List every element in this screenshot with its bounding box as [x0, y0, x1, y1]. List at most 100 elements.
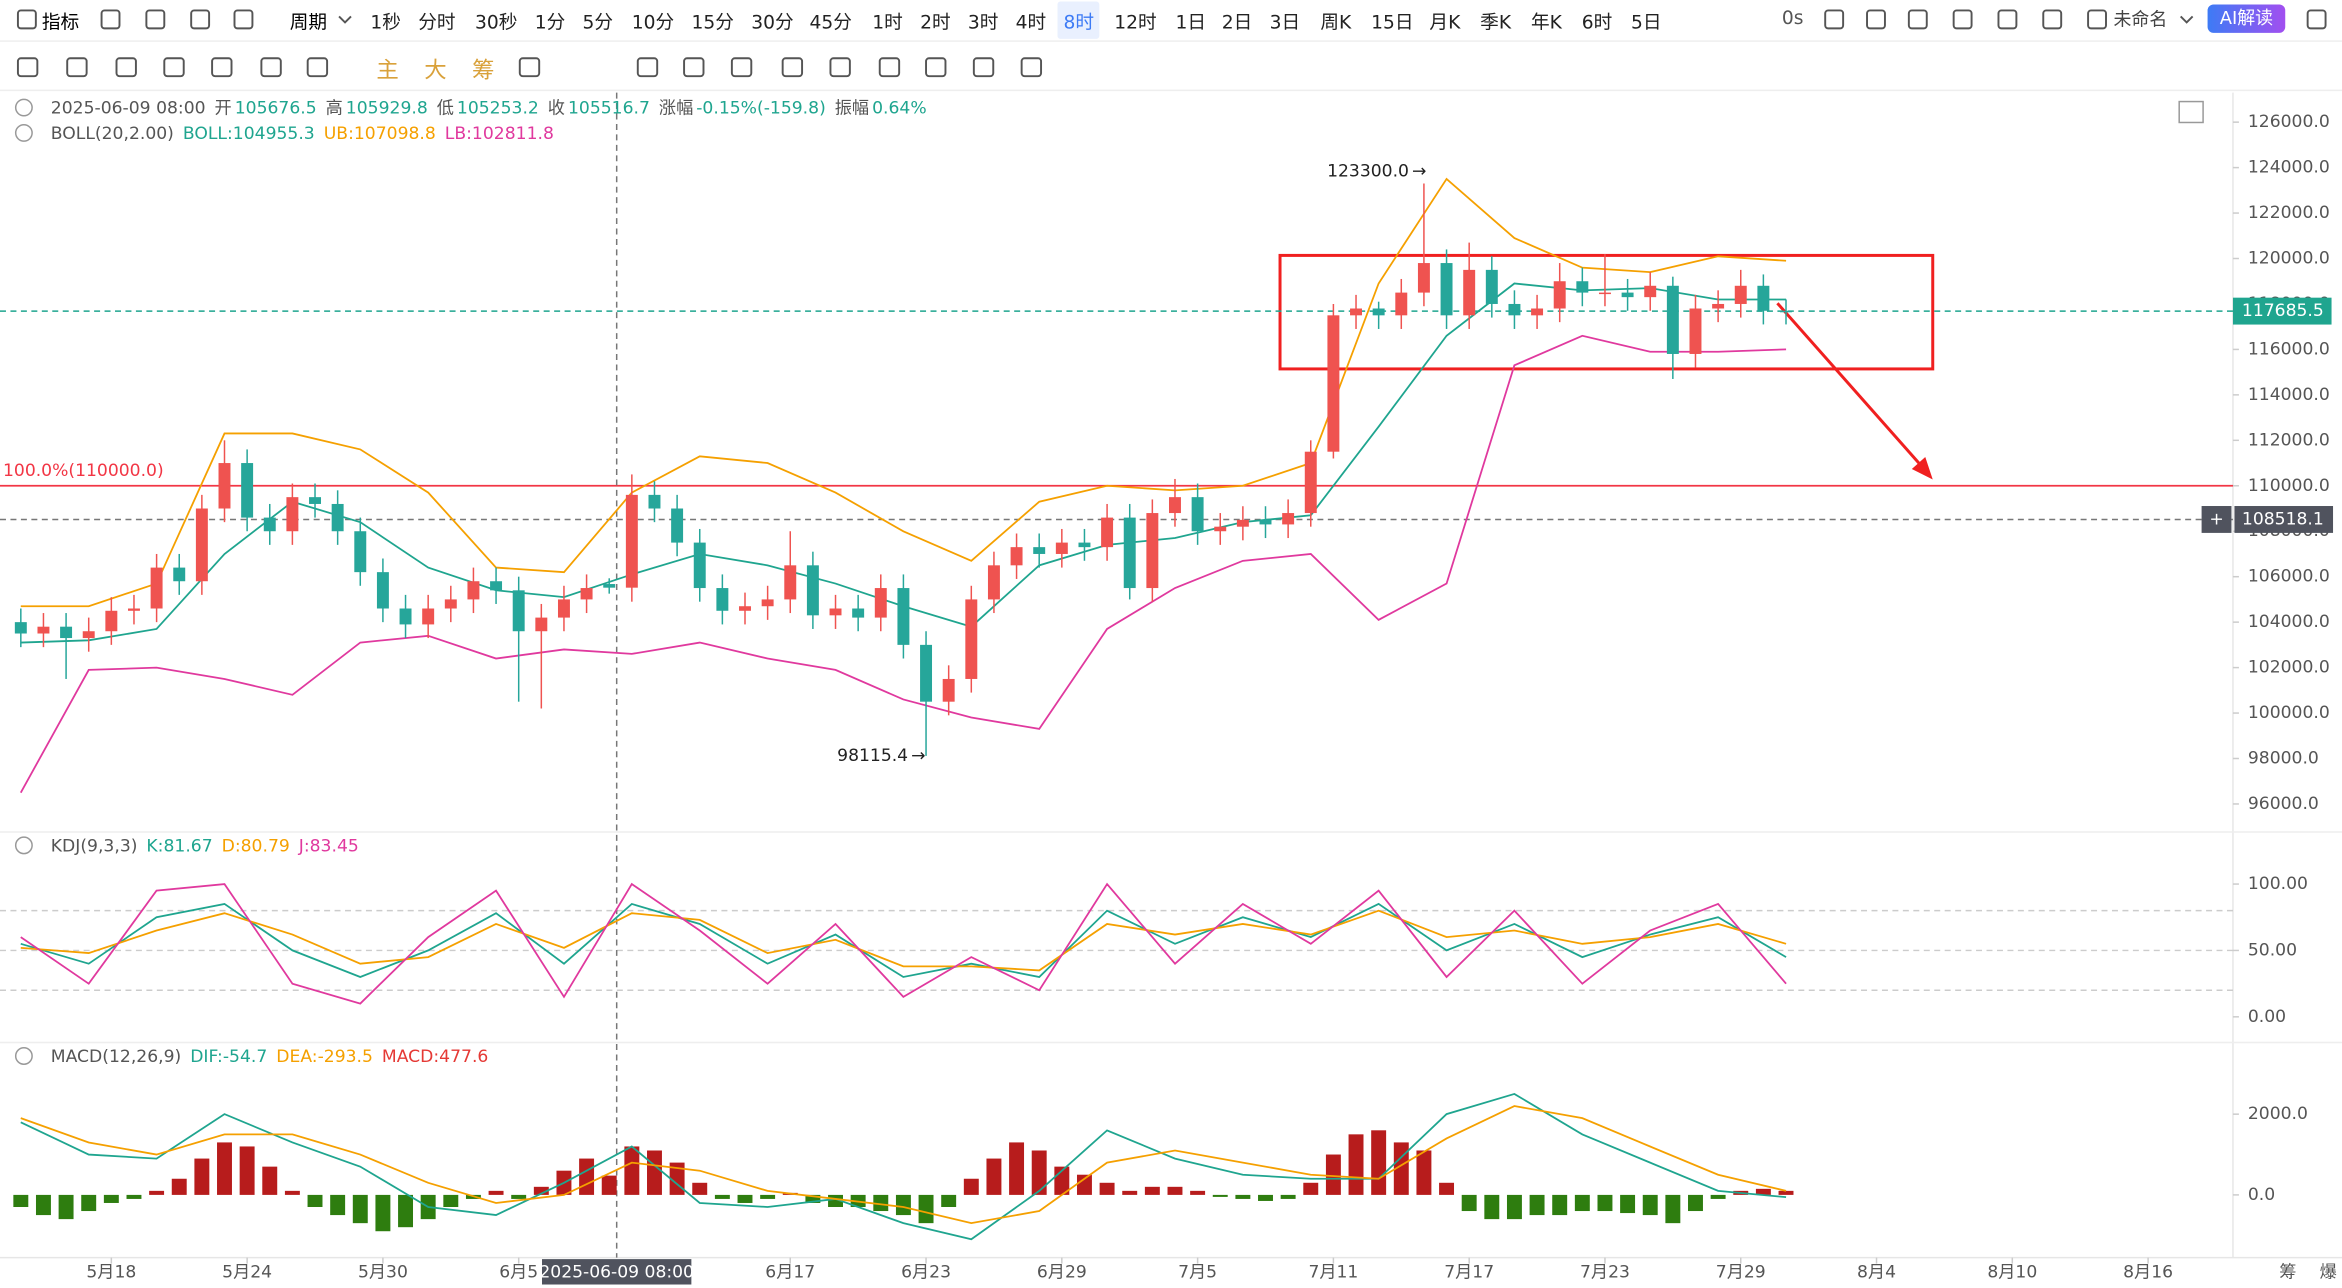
- interval-button[interactable]: 5分: [582, 10, 614, 33]
- candle-body: [671, 508, 684, 543]
- candle-body: [422, 608, 435, 625]
- interval-button[interactable]: 季K: [1480, 10, 1512, 33]
- macd-bar: [647, 1150, 662, 1195]
- interval-button[interactable]: 年K: [1530, 10, 1562, 33]
- macd-bar: [1099, 1182, 1115, 1195]
- macd-bar: [126, 1194, 142, 1199]
- indicator-name: KDJ(9,3,3): [50, 834, 138, 856]
- indicator-line: [20, 909, 1787, 972]
- x-tick-label: 6月17: [765, 1263, 815, 1283]
- candle-body: [942, 678, 955, 702]
- candle-body: [444, 599, 457, 609]
- macd-bar: [1484, 1194, 1500, 1220]
- y-tick-label: 110000.0: [2248, 476, 2330, 496]
- y-tick-label: 122000.0: [2248, 203, 2330, 223]
- interval-button[interactable]: 1时: [872, 10, 903, 33]
- y-tick-label: 114000.0: [2248, 385, 2330, 405]
- field-name: 低: [436, 97, 454, 118]
- indicator-button[interactable]: 指标: [41, 10, 80, 33]
- macd-bar: [1416, 1150, 1432, 1195]
- macd-bar: [1506, 1194, 1522, 1220]
- candle-body: [1055, 542, 1068, 554]
- period-button[interactable]: 周期: [289, 10, 328, 33]
- field-value: 105676.5: [234, 97, 317, 118]
- interval-button[interactable]: 2时: [920, 10, 951, 33]
- macd-bar: [624, 1146, 640, 1195]
- macd-bar: [737, 1194, 753, 1203]
- candle-body: [987, 565, 1000, 600]
- interval-button[interactable]: 分时: [418, 10, 456, 33]
- candle-body: [1078, 542, 1091, 548]
- interval-button[interactable]: 1秒: [370, 10, 401, 33]
- toolbar-drawing: 主大筹: [0, 45, 2342, 92]
- interval-button[interactable]: 10分: [631, 10, 675, 33]
- macd-bar: [1235, 1194, 1251, 1199]
- macd-bar: [81, 1194, 97, 1212]
- legend-item: DEA:-293.5: [276, 1045, 373, 1067]
- collapse-icon[interactable]: [14, 1047, 33, 1065]
- interval-button[interactable]: 15日: [1371, 10, 1414, 33]
- interval-button[interactable]: 30秒: [474, 10, 518, 33]
- plus-icon: +: [2209, 509, 2223, 529]
- macd-bar: [895, 1194, 911, 1216]
- macd-bar: [1552, 1194, 1568, 1216]
- macd-bar: [579, 1158, 595, 1195]
- candle-body: [761, 599, 774, 607]
- collapse-icon[interactable]: [14, 98, 33, 117]
- file-name[interactable]: 未命名: [2113, 8, 2168, 30]
- collapse-icon[interactable]: [14, 123, 33, 142]
- corner-tool: 筹: [2279, 1263, 2296, 1283]
- corner-tool: 爆: [2320, 1263, 2337, 1283]
- interval-button[interactable]: 3日: [1269, 10, 1301, 33]
- candle-body: [490, 581, 503, 591]
- box-annotation: [1278, 253, 1935, 371]
- interval-button[interactable]: 6时: [1581, 10, 1613, 33]
- macd-bar: [1574, 1194, 1590, 1212]
- marker-arrow: →: [1412, 162, 1426, 182]
- macd-bar: [239, 1146, 255, 1195]
- candle-body: [1304, 451, 1317, 514]
- interval-button[interactable]: 5日: [1631, 10, 1662, 33]
- candle-body: [105, 610, 118, 632]
- main-tool[interactable]: 筹: [471, 56, 495, 84]
- x-tick-label: 6月5: [499, 1263, 538, 1283]
- arrow-annotation: [1776, 302, 1928, 473]
- candle-body: [1417, 263, 1430, 293]
- main-tool[interactable]: 大: [424, 56, 447, 84]
- interval-button[interactable]: 45分: [809, 10, 852, 33]
- interval-button[interactable]: 30分: [751, 10, 794, 33]
- macd-bar: [511, 1194, 527, 1199]
- interval-button[interactable]: 3时: [967, 10, 999, 33]
- macd-bar: [352, 1194, 368, 1224]
- candle-body: [1576, 281, 1589, 293]
- interval-button[interactable]: 8时: [1057, 1, 1100, 39]
- last-price-box: [2232, 297, 2332, 325]
- macd-bar: [533, 1186, 549, 1195]
- interval-button[interactable]: 1分: [534, 10, 566, 33]
- interval-button[interactable]: 1日: [1175, 10, 1207, 33]
- macd-bar: [217, 1142, 232, 1195]
- interval-button[interactable]: 2日: [1221, 10, 1253, 33]
- interval-button[interactable]: 4时: [1015, 10, 1047, 33]
- candle-body: [1531, 308, 1544, 316]
- expand-icon[interactable]: [2178, 100, 2204, 124]
- interval-button[interactable]: 月K: [1429, 10, 1461, 33]
- candle-body: [535, 617, 548, 632]
- macd-bar: [1665, 1194, 1681, 1224]
- interval-button[interactable]: 周K: [1320, 10, 1352, 33]
- ai-button[interactable]: AI解读: [2207, 4, 2286, 33]
- interval-button[interactable]: 15分: [691, 10, 734, 33]
- candle-body: [693, 542, 706, 589]
- collapse-icon[interactable]: [14, 836, 33, 855]
- candle-body: [127, 608, 140, 611]
- interval-button[interactable]: 12时: [1114, 10, 1157, 33]
- x-tick-label: 6月23: [901, 1263, 951, 1283]
- candle-body: [173, 567, 186, 582]
- candle-body: [1463, 269, 1476, 316]
- macd-bar: [1009, 1142, 1025, 1195]
- candle-body: [1734, 285, 1747, 304]
- main-tool[interactable]: 主: [376, 56, 399, 84]
- candle-body: [648, 494, 661, 509]
- crosshair-time-box: [542, 1259, 692, 1285]
- candle-body: [1598, 292, 1611, 295]
